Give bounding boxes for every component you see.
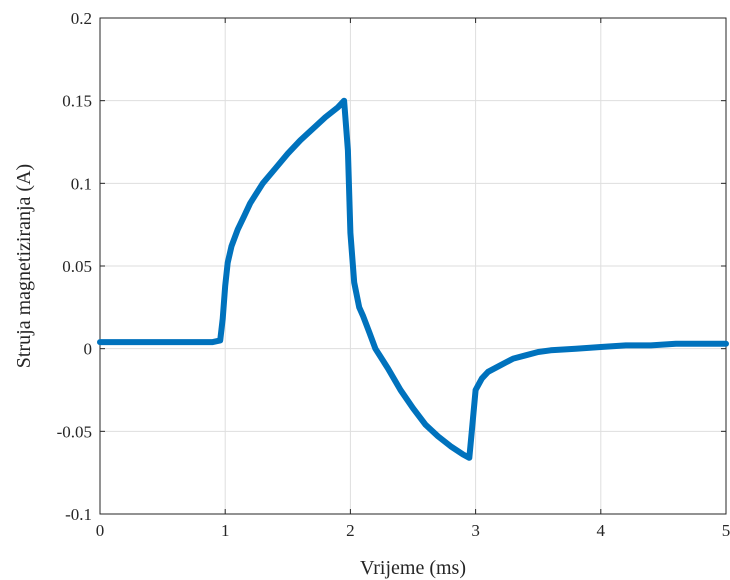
x-tick-label: 2 [346,521,355,540]
y-tick-label: 0.15 [62,92,92,111]
y-tick-label: -0.1 [65,505,92,524]
x-axis-label: Vrijeme (ms) [360,557,466,579]
y-tick-label: 0.05 [62,257,92,276]
y-tick-label: 0 [84,340,93,359]
x-tick-label: 5 [722,521,730,540]
y-axis-label: Struja magnetiziranja (A) [13,164,35,368]
axis-ticks: 0 1 2 3 4 5 -0.1 -0.05 0 0.05 0.1 0.15 0.2 [57,9,730,540]
x-tick-label: 0 [96,521,105,540]
y-tick-label: 0.1 [71,174,92,193]
x-tick-label: 4 [597,521,606,540]
x-tick-label: 1 [221,521,230,540]
y-tick-label: 0.2 [71,9,92,28]
x-tick-label: 3 [471,521,480,540]
series-layer [97,97,729,461]
y-tick-label: -0.05 [57,422,92,441]
series-line [97,97,729,461]
grid [99,17,727,515]
